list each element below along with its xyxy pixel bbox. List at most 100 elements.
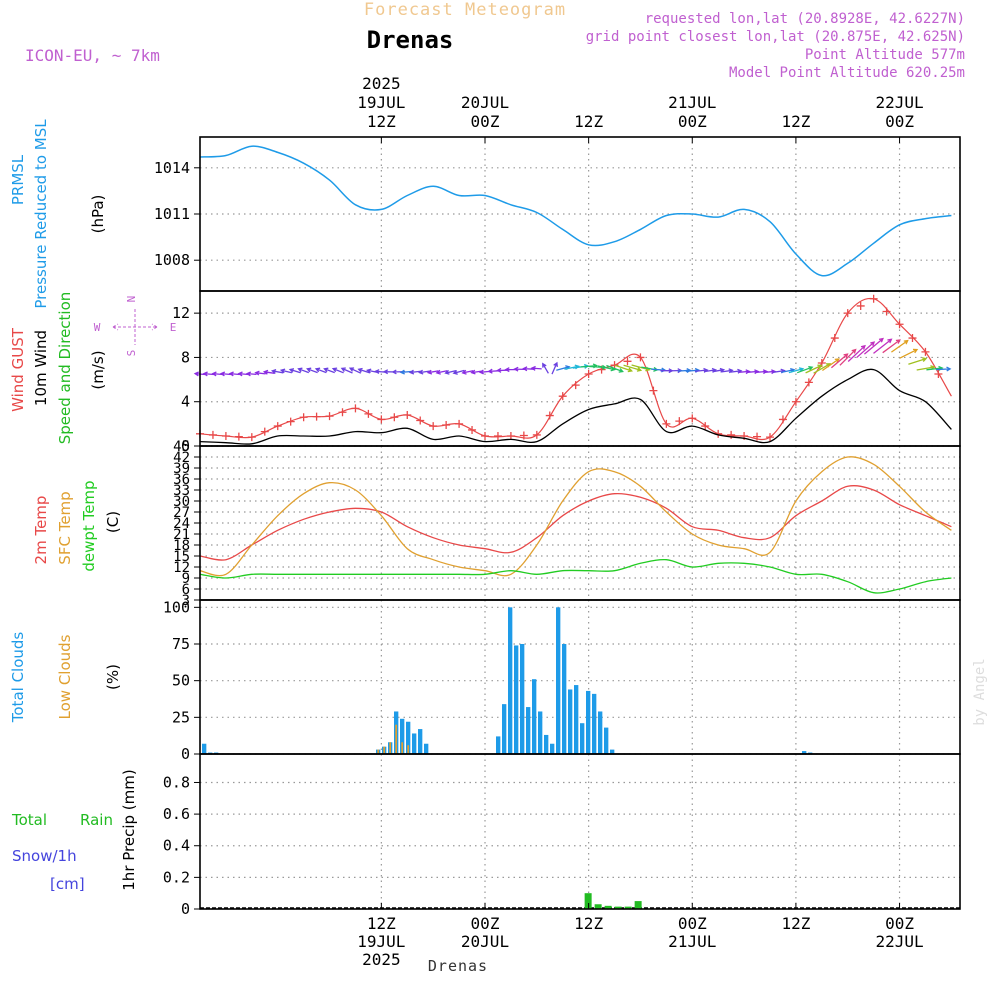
gust-marker <box>545 411 554 420</box>
wind-direction-arrow <box>891 339 909 353</box>
wind-direction-arrow <box>219 371 231 377</box>
label-total: Total <box>11 811 47 829</box>
temp-sfc-line <box>199 456 952 577</box>
bottom-time-label: 2025 <box>362 950 401 969</box>
y-tick-label: 45 <box>173 439 190 455</box>
total-cloud-bar <box>586 690 591 754</box>
y-tick-label: 50 <box>172 672 190 690</box>
wind-speed-line <box>199 368 952 445</box>
gust-marker <box>804 378 813 387</box>
wind-direction-arrow <box>357 367 371 374</box>
low-cloud-bar <box>401 742 404 754</box>
y-tick-label: 0.6 <box>163 805 190 823</box>
compass-cross <box>112 309 158 345</box>
wind-direction-arrow <box>542 362 549 374</box>
wind-direction-arrow <box>756 369 769 375</box>
wind-direction-arrow <box>444 369 457 375</box>
label-dewpt-temp: dewpt Temp <box>80 480 98 571</box>
wind-direction-arrow <box>478 369 490 375</box>
gust-marker <box>416 416 425 425</box>
wind-direction-arrow <box>614 364 633 373</box>
wind-direction-arrow <box>908 357 928 365</box>
gust-marker <box>869 294 878 303</box>
label-wind-gust: Wind GUST <box>9 327 27 412</box>
gridpoint-coords: grid point closest lon,lat (20.875E, 42.… <box>586 29 965 45</box>
top-time-label: 2025 <box>362 74 401 93</box>
gust-marker <box>325 412 334 421</box>
wind-direction-arrow <box>408 369 422 375</box>
label-snow: Snow/1h <box>12 847 77 865</box>
gust-marker <box>623 357 632 366</box>
wind-direction-arrow <box>738 369 751 375</box>
temp-dewpt-line <box>199 558 952 594</box>
wind-direction-arrow <box>426 369 439 375</box>
label-precip: 1hr Precip (mm) <box>120 769 138 890</box>
total-cloud-bar <box>802 751 807 754</box>
wind-direction-arrow <box>830 353 849 369</box>
total-cloud-bar <box>514 645 519 754</box>
top-time-label: 20JUL <box>461 93 509 112</box>
total-cloud-bar <box>412 733 417 754</box>
wind-direction-arrow <box>314 367 327 374</box>
wind-direction-arrow <box>452 369 465 375</box>
total-cloud-bar <box>424 743 429 754</box>
wind-direction-arrow <box>270 368 284 374</box>
label-hpa: (hPa) <box>89 195 107 234</box>
y-tick-label: 27 <box>173 505 190 521</box>
label-low-clouds: Low Clouds <box>56 634 74 719</box>
gust-marker <box>429 422 438 431</box>
label-10m-wind: 10m Wind <box>32 330 50 406</box>
footer-location: Drenas <box>428 957 488 975</box>
wind-direction-arrow <box>306 367 318 374</box>
top-time-label: 00Z <box>885 112 914 131</box>
wind-direction-arrow <box>839 348 857 366</box>
bottom-time-label: 21JUL <box>668 932 716 951</box>
total-cloud-bar <box>520 644 525 754</box>
gust-marker <box>377 415 386 424</box>
y-tick-label: 1011 <box>154 205 190 223</box>
gust-marker <box>312 412 321 421</box>
y-tick-label: 12 <box>172 304 190 322</box>
panel-frame <box>199 753 961 910</box>
top-time-label: 22JUL <box>875 93 923 112</box>
total-cloud-bar <box>544 734 549 754</box>
total-cloud-bar <box>568 689 573 754</box>
suptitle: Forecast Meteogram <box>364 0 566 20</box>
wind-direction-arrow <box>899 348 919 359</box>
total-cloud-bar <box>550 743 555 754</box>
wind-direction-arrow <box>202 371 214 377</box>
top-time-label: 19JUL <box>357 93 405 112</box>
wind-direction-arrow <box>262 369 275 375</box>
wind-direction-arrow <box>623 364 643 372</box>
top-time-label: 12Z <box>574 112 603 131</box>
label-ms: (m/s) <box>89 350 107 389</box>
wind-direction-arrow <box>747 369 760 375</box>
y-tick-label: 15 <box>173 549 190 565</box>
gust-marker <box>558 392 567 401</box>
total-cloud-bar <box>562 644 567 754</box>
y-tick-label: 24 <box>173 516 190 532</box>
gust-marker <box>908 334 917 343</box>
precip-bar <box>604 905 612 909</box>
precip-bar <box>614 906 622 909</box>
low-cloud-bar <box>395 724 398 754</box>
gust-marker <box>662 419 671 428</box>
gust-marker <box>390 413 399 422</box>
low-cloud-bar <box>383 746 386 754</box>
location-title: Drenas <box>367 26 454 54</box>
gust-marker <box>778 415 787 424</box>
y-tick-label: 75 <box>172 635 190 653</box>
y-tick-label: 33 <box>173 483 190 499</box>
wind-direction-arrow <box>254 370 266 376</box>
y-tick-label: 36 <box>173 472 190 488</box>
panel-frame <box>199 290 961 447</box>
y-tick-label: 39 <box>173 461 190 477</box>
model-label: ICON-EU, ~ 7km <box>25 46 160 65</box>
low-cloud-bar <box>407 745 410 754</box>
wind-direction-arrow <box>606 364 624 373</box>
bottom-time-label: 00Z <box>471 914 500 933</box>
wind-direction-arrow <box>331 367 344 374</box>
gust-marker <box>247 433 256 442</box>
y-tick-label: 0 <box>181 900 190 918</box>
total-cloud-bar <box>592 693 597 754</box>
